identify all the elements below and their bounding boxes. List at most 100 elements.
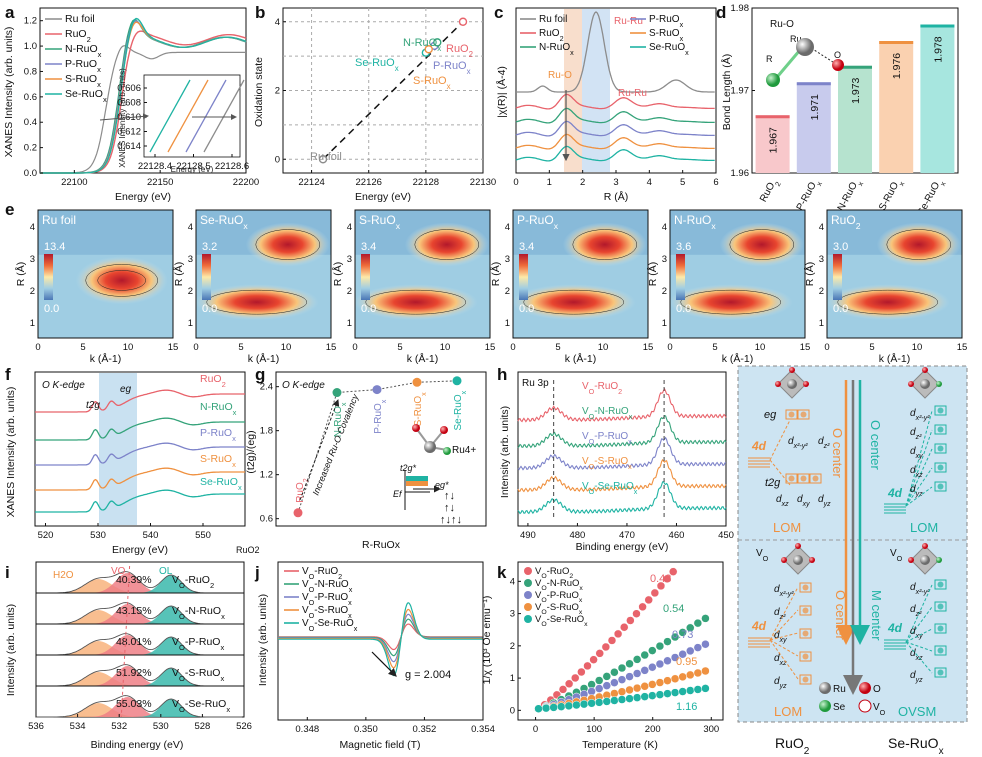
panel-c-curve-4	[515, 133, 715, 150]
panel-l-tl-t2g: t2g	[765, 477, 781, 489]
panel-l-tr-link-0	[905, 410, 933, 507]
panel-l-br-orb-3-box-0	[934, 645, 947, 656]
panel-e-contour-b-5	[837, 289, 938, 315]
panel-a-inset-xlabel: Energy (eV)	[171, 165, 214, 174]
panel-l-cluster-bl-o3	[795, 543, 801, 549]
panel-e-frame-3	[512, 209, 649, 339]
panel-l-br-level: 4d	[887, 621, 903, 635]
panel-d-value-1: 1.971	[809, 94, 821, 120]
panel-a-inset-x-label-2: 22128.6	[215, 161, 249, 172]
panel-f-t2g: t2g	[86, 400, 100, 411]
panel-l-br-orb-1-box-0	[934, 601, 947, 612]
panel-k-point-4-21	[693, 685, 703, 694]
panel-f-label-0: RuO2	[200, 373, 226, 389]
panel-e-title-2: S-RuOx	[359, 213, 401, 231]
panel-l-arrow-text-2: O center	[868, 420, 883, 471]
panel-f-x-label-0: 520	[38, 530, 54, 541]
panel-k-y-label-0: 4	[510, 576, 515, 587]
panel-f-curve-1	[35, 417, 245, 441]
panel-d-bond-r	[776, 49, 802, 77]
panel-k-x-label-1: 100	[586, 724, 602, 735]
panel-l-bl-orb-3-box-0	[799, 651, 812, 662]
panel-j-curves	[278, 602, 483, 677]
panel-e-hot-top-2	[404, 222, 489, 267]
panel-d-title: Ru-O	[770, 19, 794, 30]
panel-e-title-4: N-RuOx	[674, 213, 716, 231]
panel-c-curve-1	[515, 93, 715, 110]
panel-e-xtick-1-1: 5	[238, 342, 243, 353]
panel-j-x-label-1: 0.350	[354, 724, 378, 735]
panel-i-shift-line	[120, 565, 131, 718]
panel-l-tl-eg: eg	[764, 409, 777, 421]
panel-e-xtick-2-1: 5	[397, 342, 402, 353]
panel-i-vo-peak-0	[36, 573, 244, 593]
panel-e-hot-bot-2	[353, 284, 478, 321]
panel-e-xtick-3-0: 0	[510, 342, 515, 353]
panel-i-ol: OL	[159, 566, 173, 577]
panel-c-ylabel: |χ(R)| (Å-4)	[495, 66, 508, 118]
panel-d-atom-o: O	[834, 50, 841, 60]
panel-k-point-2-7	[587, 687, 596, 696]
panel-l-tr-link-2	[905, 448, 933, 507]
panel-a-inset-line-0	[149, 79, 191, 153]
panel-i-x-label-1: 534	[70, 721, 86, 732]
panel-l-cluster-bl	[781, 543, 815, 575]
panel-a-inset-x-label-0: 22128.4	[138, 161, 172, 172]
panel-i-x-label-2: 532	[111, 721, 127, 732]
panel-e-ytick-0-2: 3	[30, 254, 35, 265]
panel-j-xlabel: Magnetic field (T)	[339, 739, 420, 751]
panel-g-point-2	[372, 385, 382, 395]
panel-f-curve-2	[35, 442, 245, 466]
panel-k-x-label-3: 300	[703, 724, 719, 735]
panel-e-contour-a-0	[85, 264, 158, 297]
panel-i-row-2: 48.01% VO-P-RuOx	[35, 623, 245, 656]
panel-b-point-0	[318, 155, 328, 164]
panel-k-point-4-11	[617, 695, 627, 704]
panel-e-ytick-1-1: 2	[188, 286, 193, 297]
panel-c-x-label-5: 5	[680, 177, 685, 188]
panel-b-point-5	[458, 17, 468, 26]
panel-h-ylabel: Intensity (arb. units)	[499, 406, 511, 498]
panel-e-xlabel-1: k (Å-1)	[248, 352, 280, 365]
panel-j: 0.348 0.350 0.352 0.354 Magnetic field (T) …	[257, 561, 495, 751]
panel-k-point-3-12	[625, 685, 634, 695]
panel-k-point-1-19	[678, 628, 687, 637]
panel-e-ytick-4-2: 3	[662, 254, 667, 265]
panel-k-point-4-13	[632, 693, 642, 702]
panel-i-x-label-4: 528	[194, 721, 210, 732]
panel-e-ytick-4-0: 1	[662, 318, 667, 329]
panel-c-curves	[515, 11, 715, 162]
panel-k-point-0-6	[570, 673, 580, 683]
panel-h-frame	[517, 371, 727, 527]
panel-b-y-label-2: 0	[275, 154, 280, 165]
panel-l-cluster-br-o3	[922, 543, 928, 549]
panel-l-br-orb-0: dx²-y²	[910, 582, 930, 596]
panel-g-label-2: P-RuOx	[373, 399, 388, 434]
panel-e-ytick-3-1: 2	[505, 286, 510, 297]
panel-e-hot-bot-4	[668, 284, 793, 321]
panel-e-hot-top-3	[562, 222, 647, 267]
panel-l-arrow-text-3: O center	[833, 590, 848, 641]
panel-l-bl-orb-2: dxy	[774, 630, 787, 644]
panel-h-curves	[517, 380, 727, 520]
panel-i-vo-peak-1	[36, 604, 244, 624]
panel-e-xtick-1-3: 15	[326, 342, 337, 353]
panel-e-ytick-1-2: 3	[188, 254, 193, 265]
panel-a-y-label-1: 0.2	[24, 143, 37, 154]
panel-j-ylabel: Intensity (arb. units)	[257, 594, 269, 686]
panel-i-h2o-peak-2	[36, 641, 244, 655]
panel-a-inset-line-1	[167, 79, 209, 153]
panel-d-bar-cap-3	[879, 41, 914, 44]
panel-f-label-2: P-RuOx	[200, 427, 236, 443]
panel-l-bl-link-1	[769, 609, 799, 641]
panel-e-frame-5	[826, 209, 963, 339]
panel-l-legend-swatch-3	[858, 699, 872, 713]
panel-c: 0 1 2 3 4 5 6 R (Å) |χ(R)| (Å-4) Ru-O Ru-Ru Ru…	[495, 7, 719, 203]
panel-e-min-0: 0.0	[44, 303, 59, 315]
panel-k-y-label-4: 0	[510, 705, 515, 716]
panel-h-curve-1	[517, 414, 727, 449]
panel-g-title: O K-edge	[282, 380, 325, 391]
panel-f-labels: RuO2 N-RuOx P-RuOx S-RuOx Se-RuOx	[200, 373, 242, 492]
panel-k-point-4-12	[625, 694, 634, 703]
